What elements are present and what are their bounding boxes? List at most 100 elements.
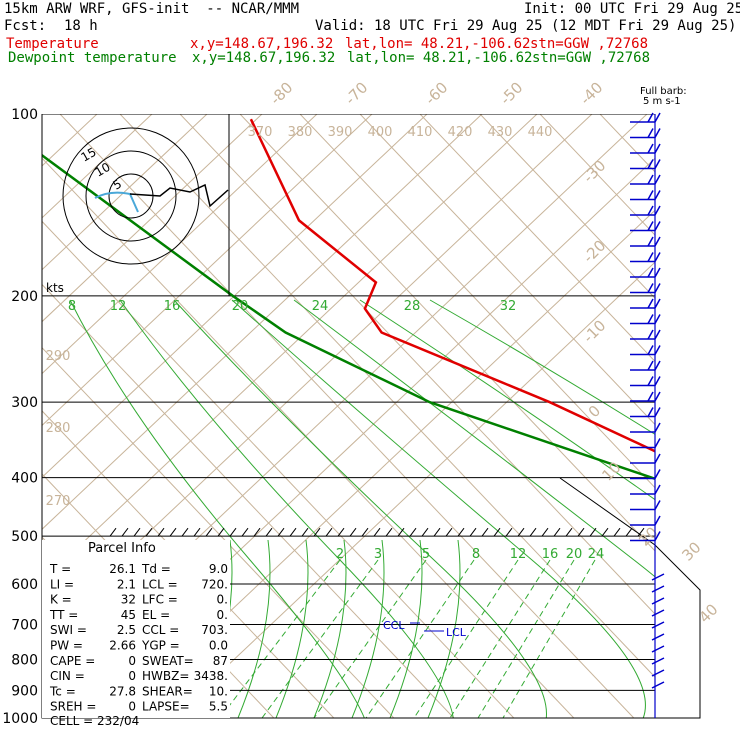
wind-barb <box>647 159 654 169</box>
theta-label: 410 <box>408 125 433 140</box>
isotherm-line <box>299 114 655 718</box>
wind-barb <box>654 205 661 216</box>
mixing-ratio-label: 12 <box>510 547 527 562</box>
mixing-ratio-label: 16 <box>542 547 559 562</box>
pressure-tick-label: 500 <box>11 529 38 545</box>
parcel-info-value: 0. <box>217 593 228 607</box>
wind-barb <box>654 484 661 495</box>
wind-barb <box>654 283 661 293</box>
hatch-mark <box>277 527 285 537</box>
ccl-label: CCL <box>383 619 405 632</box>
parcel-info-key: CIN = <box>50 669 85 683</box>
wind-barb <box>647 252 654 262</box>
moist-adiabat-line <box>275 539 309 718</box>
moist-adiabat-line <box>293 299 655 718</box>
wind-barb <box>654 422 661 433</box>
parcel-info-value: 2.66 <box>109 639 136 653</box>
moist-adiabat-line <box>173 299 547 718</box>
hatch-mark <box>397 527 405 537</box>
wind-barb <box>654 159 661 169</box>
hatch-mark <box>409 527 417 537</box>
wind-barb <box>647 221 654 231</box>
mixing-ratio-line <box>477 559 575 718</box>
isotherm-label: -60 <box>421 78 451 108</box>
wind-barb <box>654 112 661 123</box>
wind-barb <box>647 267 654 278</box>
mixing-ratio-line <box>261 559 379 718</box>
wind-barb <box>647 143 654 154</box>
mixing-ratio-line <box>313 559 427 718</box>
isotherm-line <box>720 114 740 718</box>
dry-adiabat-line <box>42 114 153 718</box>
isotherm-label: -20 <box>579 236 609 266</box>
wind-barb <box>647 174 654 185</box>
isotherm-label: -50 <box>496 78 526 108</box>
mixing-ratio-line <box>219 559 341 718</box>
dewpoint-xy: x,y=148.67,196.32 <box>192 50 336 66</box>
wind-barb <box>651 657 665 665</box>
hodograph-ring <box>85 150 177 242</box>
temperature-latlon: lat,lon= 48.21,-106.62 <box>345 36 531 52</box>
dry-adiabat-line <box>42 114 373 718</box>
isotherm-line <box>419 114 655 718</box>
lcl-label: LCL <box>446 626 467 639</box>
parcel-info-value: 2.1 <box>117 577 136 591</box>
theta-label: 370 <box>248 125 273 140</box>
valid-time: Valid: 18 UTC Fri 29 Aug 25 (12 MDT Fri … <box>315 18 737 34</box>
wind-barb <box>654 236 661 247</box>
parcel-info-value: 10. <box>209 684 228 698</box>
pressure-tick-label: 300 <box>11 395 38 411</box>
pressure-tick-label: 100 <box>11 107 38 123</box>
parcel-info-value: 45 <box>121 608 136 622</box>
parcel-info-value: 5.5 <box>209 700 228 714</box>
hatch-mark <box>421 527 429 537</box>
wind-barb <box>654 515 661 526</box>
dewpoint-trace <box>42 118 655 692</box>
hatch-mark <box>577 527 585 537</box>
hatch-mark <box>469 527 477 537</box>
dry-adiabat-label: 290 <box>46 349 71 364</box>
dry-adiabat-label: 280 <box>46 421 71 436</box>
dry-adiabat-label: 270 <box>46 494 71 509</box>
wind-barb <box>651 609 665 617</box>
parcel-info-key: YGP = <box>141 639 180 653</box>
moist-adiabat-label: 24 <box>312 299 329 314</box>
hatch-mark <box>361 527 369 537</box>
wind-barb <box>654 469 661 479</box>
temperature-xy: x,y=148.67,196.32 <box>190 36 334 52</box>
hatch-mark <box>589 527 597 537</box>
parcel-info-value: 27.8 <box>109 684 136 698</box>
wind-barb <box>647 314 654 324</box>
wind-barb <box>654 252 661 262</box>
wind-barb <box>647 407 654 417</box>
wind-barb <box>647 128 654 138</box>
hatch-mark <box>481 527 489 537</box>
mixing-ratio-line <box>502 559 596 718</box>
pressure-tick-label: 600 <box>11 577 38 593</box>
isotherm-line <box>479 114 655 718</box>
wind-barb <box>654 500 661 510</box>
isotherm-line <box>239 114 655 718</box>
wind-barb <box>647 205 654 216</box>
parcel-info-key: EL = <box>142 608 170 622</box>
hatch-mark <box>229 527 237 537</box>
parcel-info-key: K = <box>50 593 72 607</box>
hatch-mark <box>145 527 153 537</box>
isotherm-line <box>119 114 655 718</box>
parcel-info-key: T = <box>49 562 71 576</box>
wind-barb <box>647 345 654 355</box>
mixing-ratio-label: 3 <box>374 547 382 562</box>
mixing-ratio-label: 20 <box>566 547 583 562</box>
parcel-info-value: 0 <box>128 654 136 668</box>
parcel-info-title: Parcel Info <box>88 541 156 556</box>
hatch-mark <box>301 527 309 537</box>
hatch-mark <box>373 527 381 537</box>
wind-barb <box>647 190 654 200</box>
hatch-mark <box>181 527 189 537</box>
hatch-mark <box>529 527 537 537</box>
wind-barb <box>654 128 661 138</box>
temperature-legend: Temperature <box>6 36 99 52</box>
wind-barb <box>654 314 661 324</box>
pressure-tick-label: 1000 <box>2 711 38 727</box>
isotherm-line <box>42 114 335 718</box>
